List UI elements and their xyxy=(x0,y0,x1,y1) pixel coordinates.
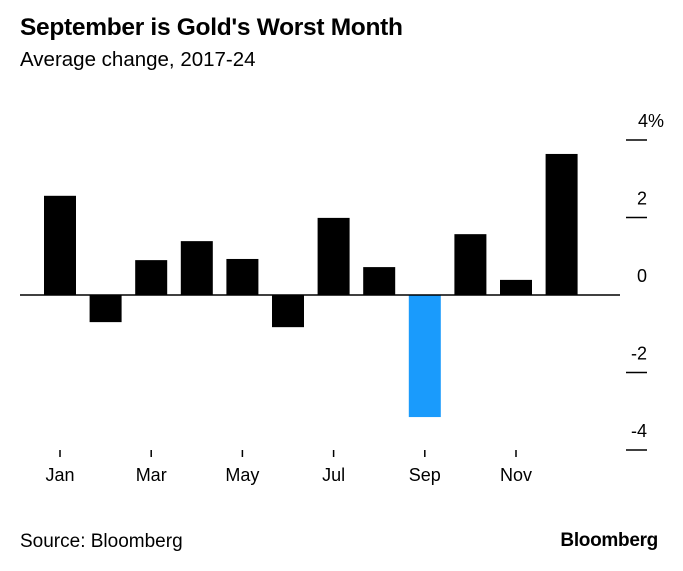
bar-oct xyxy=(454,234,487,295)
chart-subtitle: Average change, 2017-24 xyxy=(20,48,256,71)
bar-feb xyxy=(89,295,122,323)
x-tick-label: Sep xyxy=(409,465,441,485)
x-axis: Jan Mar May Jul Sep Nov xyxy=(45,450,532,485)
bar-jan xyxy=(44,195,76,295)
x-tick-label: Mar xyxy=(136,465,167,485)
bar-aug xyxy=(363,267,396,295)
bar-dec xyxy=(545,153,578,295)
bars-group xyxy=(44,153,578,418)
bar-jul xyxy=(317,217,350,295)
bar-jun xyxy=(272,295,304,328)
bar-sep xyxy=(408,295,441,418)
x-tick-label: Jul xyxy=(322,465,345,485)
bar-mar xyxy=(135,260,168,295)
source-note: Source: Bloomberg xyxy=(20,531,183,552)
y-tick-label: -4 xyxy=(631,421,647,441)
y-axis: 4% 2 0 -2 -4 xyxy=(20,111,664,451)
bar-nov xyxy=(500,279,532,295)
bar-apr xyxy=(180,241,213,295)
y-tick-label: 2 xyxy=(637,189,647,209)
y-tick-label: -2 xyxy=(631,344,647,364)
x-tick-label: Nov xyxy=(500,465,532,485)
x-tick-label: Jan xyxy=(45,465,74,485)
chart-title: September is Gold's Worst Month xyxy=(20,14,403,41)
bar-may xyxy=(226,258,259,295)
y-tick-label: 4% xyxy=(638,111,664,131)
bloomberg-logo: Bloomberg xyxy=(560,530,658,551)
y-tick-label: 0 xyxy=(637,266,647,286)
x-tick-label: May xyxy=(225,465,259,485)
